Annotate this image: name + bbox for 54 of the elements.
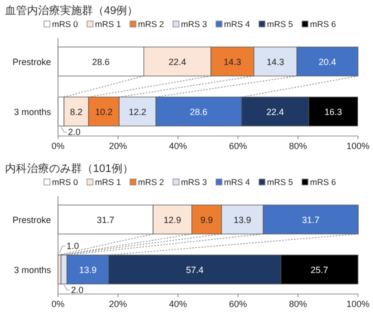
text: mRS 0 [52, 19, 78, 29]
data-label: 31.7 [302, 215, 320, 225]
data-label: 28.6 [92, 57, 110, 67]
data-label: 2.0 [68, 127, 81, 137]
x-tick-label: 40% [168, 141, 188, 151]
legend-label: mRS 6 [310, 19, 336, 29]
legend-label: mRS 5 [267, 19, 294, 29]
x-tick-label: 100% [346, 299, 370, 309]
text: mRS 0 [52, 177, 78, 187]
x-tick-label: 0% [51, 299, 65, 309]
legend-label: mRS 2 [138, 19, 164, 29]
chart-title: 血管内治療実施群（49例） [5, 4, 138, 17]
data-label: 28.6 [190, 107, 208, 117]
y-tick-label: 3 months [14, 265, 52, 275]
data-label: 14.3 [266, 57, 284, 67]
legend-label: mRS 4 [224, 19, 250, 29]
x-tick-label: 0% [51, 141, 65, 151]
data-label: 13.9 [79, 265, 97, 275]
x-tick-label: 60% [228, 141, 248, 151]
x-tick-label: 80% [288, 299, 308, 309]
data-label: 57.4 [186, 265, 204, 275]
data-label: 13.9 [234, 215, 252, 225]
data-label: 2.0 [71, 285, 84, 295]
x-tick-label: 80% [288, 141, 308, 151]
legend-label: mRS 5 [267, 177, 294, 187]
x-tick-label: 20% [108, 299, 128, 309]
x-tick-label: 100% [346, 141, 370, 151]
legend-label: mRS 3 [181, 177, 208, 187]
data-label: 14.3 [224, 57, 242, 67]
data-label: 12.9 [164, 215, 182, 225]
x-tick-label: 40% [168, 299, 188, 309]
data-label: 9.9 [200, 215, 213, 225]
legend-label: mRS 1 [95, 177, 122, 187]
data-label: 16.3 [324, 107, 342, 117]
data-label: 25.7 [310, 265, 328, 275]
legend-label: mRS 4 [224, 177, 250, 187]
x-tick-label: 20% [108, 141, 128, 151]
y-tick-label: Prestroke [12, 57, 51, 67]
data-label: 22.4 [168, 57, 186, 67]
data-label: 8.2 [70, 107, 83, 117]
data-label: 20.4 [318, 57, 336, 67]
data-label: 1.0 [66, 241, 80, 251]
y-tick-label: 3 months [14, 107, 52, 117]
data-label: 22.4 [266, 107, 284, 117]
chart-title: 内科治療のみ群（101例） [5, 162, 134, 175]
legend-label: mRS 6 [310, 177, 336, 187]
data-label: 12.2 [128, 107, 146, 117]
y-tick-label: Prestroke [12, 215, 51, 225]
legend-label: mRS 2 [138, 177, 164, 187]
legend-label: mRS 3 [181, 19, 208, 29]
data-label: 31.7 [96, 215, 114, 225]
legend-label: mRS 1 [95, 19, 122, 29]
data-label: 10.2 [95, 107, 113, 117]
x-tick-label: 60% [228, 299, 248, 309]
